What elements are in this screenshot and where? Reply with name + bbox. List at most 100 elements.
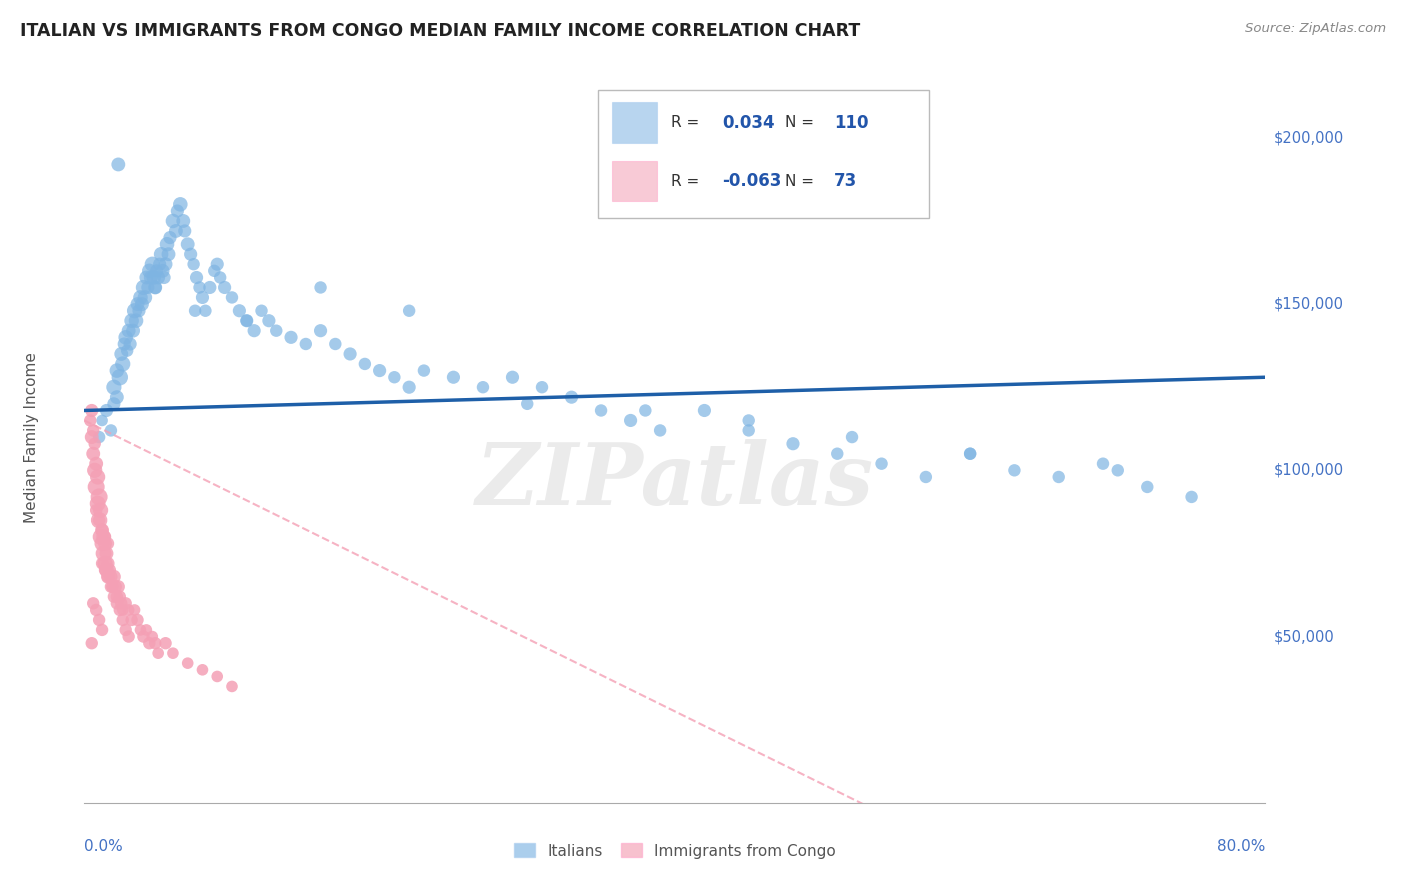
Point	[162, 214, 184, 228]
Point	[221, 290, 243, 304]
Point	[127, 297, 149, 311]
Point	[94, 536, 117, 550]
Point	[143, 280, 166, 294]
Point	[915, 470, 938, 484]
Point	[143, 636, 166, 650]
Text: $200,000: $200,000	[1274, 130, 1344, 145]
Point	[135, 270, 157, 285]
Point	[129, 623, 152, 637]
Text: N =: N =	[785, 174, 814, 188]
Point	[155, 257, 177, 271]
Point	[83, 436, 105, 450]
Text: N =: N =	[785, 115, 814, 130]
Point	[413, 363, 436, 377]
Point	[97, 570, 120, 584]
Point	[103, 380, 125, 394]
Point	[136, 280, 159, 294]
Point	[382, 370, 406, 384]
Point	[111, 603, 134, 617]
Point	[398, 303, 420, 318]
Text: 0.034: 0.034	[723, 113, 775, 131]
Point	[103, 397, 125, 411]
Point	[368, 363, 391, 377]
Point	[110, 596, 132, 610]
Point	[172, 214, 194, 228]
Point	[108, 590, 131, 604]
Point	[443, 370, 465, 384]
Point	[83, 463, 105, 477]
Point	[191, 663, 214, 677]
Point	[124, 603, 146, 617]
Point	[91, 413, 114, 427]
Point	[214, 280, 236, 294]
Point	[309, 324, 332, 338]
Point	[236, 314, 259, 328]
Point	[120, 337, 142, 351]
Point	[118, 324, 141, 338]
Point	[90, 503, 112, 517]
Text: 80.0%: 80.0%	[1218, 839, 1265, 855]
Point	[156, 237, 179, 252]
Point	[138, 636, 160, 650]
Point	[166, 204, 188, 219]
Point	[1004, 463, 1026, 477]
Point	[236, 314, 259, 328]
Point	[738, 424, 761, 438]
Text: R =: R =	[671, 174, 700, 188]
Point	[472, 380, 495, 394]
Text: $100,000: $100,000	[1274, 463, 1344, 478]
Point	[165, 224, 187, 238]
Point	[150, 247, 173, 261]
Text: ITALIAN VS IMMIGRANTS FROM CONGO MEDIAN FAMILY INCOME CORRELATION CHART: ITALIAN VS IMMIGRANTS FROM CONGO MEDIAN …	[20, 22, 860, 40]
Point	[87, 513, 111, 527]
Point	[134, 290, 156, 304]
Point	[79, 413, 101, 427]
Point	[257, 314, 280, 328]
Point	[94, 557, 117, 571]
Point	[148, 270, 170, 285]
Text: ZIPatlas: ZIPatlas	[475, 439, 875, 523]
Point	[132, 630, 155, 644]
Point	[107, 157, 129, 171]
Point	[180, 247, 202, 261]
Point	[145, 264, 167, 278]
Point	[870, 457, 893, 471]
Point	[100, 570, 122, 584]
Text: 110: 110	[834, 113, 869, 131]
Text: 73: 73	[834, 172, 858, 190]
Point	[96, 563, 118, 577]
Point	[80, 636, 103, 650]
Point	[827, 447, 849, 461]
Point	[280, 330, 302, 344]
Point	[501, 370, 523, 384]
Point	[266, 324, 288, 338]
Point	[96, 403, 118, 417]
Legend: Italians, Immigrants from Congo: Italians, Immigrants from Congo	[508, 838, 842, 864]
Point	[325, 337, 347, 351]
Point	[100, 424, 122, 438]
Point	[339, 347, 361, 361]
Point	[198, 280, 221, 294]
Point	[152, 264, 174, 278]
Point	[138, 264, 160, 278]
Point	[121, 613, 143, 627]
FancyBboxPatch shape	[612, 103, 657, 143]
Point	[127, 613, 149, 627]
Point	[650, 424, 672, 438]
Point	[959, 447, 981, 461]
Point	[93, 530, 115, 544]
Point	[103, 570, 125, 584]
Point	[159, 230, 181, 244]
Point	[1092, 457, 1115, 471]
Point	[143, 280, 166, 294]
Point	[207, 669, 229, 683]
Point	[128, 303, 150, 318]
Point	[97, 536, 120, 550]
Point	[84, 603, 107, 617]
Point	[91, 623, 114, 637]
Point	[516, 397, 538, 411]
Text: $50,000: $50,000	[1274, 629, 1334, 644]
Point	[183, 257, 205, 271]
Point	[243, 324, 266, 338]
Text: $150,000: $150,000	[1274, 297, 1344, 311]
